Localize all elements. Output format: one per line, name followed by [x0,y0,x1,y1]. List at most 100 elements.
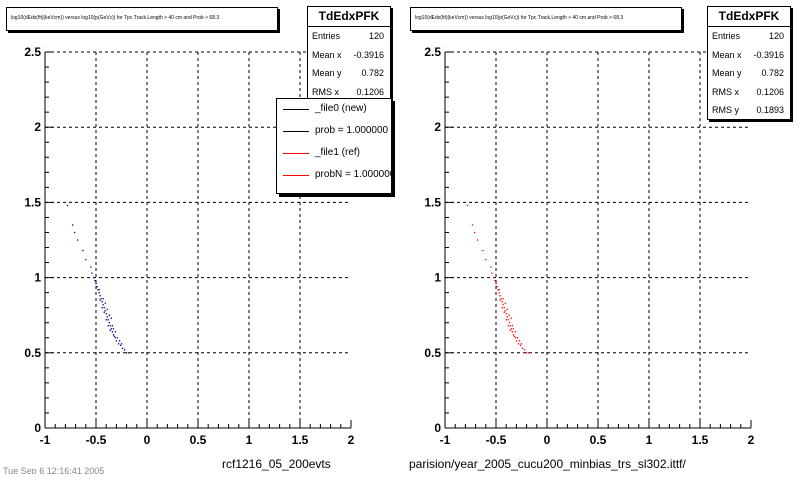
left-scatter-point [105,319,107,321]
right-scatter-point [485,258,487,261]
right-x-tick-label: 1 [646,433,653,447]
left-stats-row-entries: Entries 120 [308,27,390,46]
right-title-box: log10(dEdx(fit)(keVcm)) versus log10(p(G… [410,7,682,31]
stats-label: Entries [712,31,741,41]
left-stats-row-rms-x: RMS x 0.1206 [308,83,390,102]
left-scatter-point [101,301,103,303]
stats-label: RMS y [712,105,739,115]
left-scatter-point [102,298,104,300]
left-scatter-point [126,352,128,354]
right-scatter-point [506,308,508,310]
stats-label: Mean y [712,68,742,78]
left-scatter-point [108,314,110,316]
right-scatter-point [519,344,522,346]
right-scatter-point [509,329,511,331]
right-scatter-point [511,325,514,327]
stats-label: RMS x [712,86,739,97]
stats-value: 0.782 [361,68,384,78]
right-stats-box: TdEdxPFK Entries 120 Mean x -0.3916 Mean… [707,6,791,120]
stats-value: 0.782 [761,68,784,78]
stats-label: Mean y [312,68,342,78]
right-scatter-point [498,289,500,291]
left-y-tick-label: 2.5 [24,45,41,59]
left-scatter-point [108,322,110,324]
legend-label: probN = 1.000000 [315,169,392,180]
right-scatter-point [515,340,518,342]
right-scatter-point [512,328,515,330]
left-scatter-point [118,340,121,342]
right-y-tick-label: 1.5 [424,195,441,209]
right-scatter-point [495,283,497,285]
left-scatter-point [93,277,95,279]
stats-value: 0.1893 [756,105,784,115]
right-scatter-point [500,298,502,300]
left-scatter-point [77,239,79,241]
right-scatter-point [528,352,530,354]
right-scatter-point [490,266,492,268]
left-scatter-point [82,249,84,252]
right-scatter-point [516,337,519,339]
stats-value: -0.3916 [353,49,384,60]
left-scatter-point [95,283,97,285]
left-y-tick-label: 0 [34,421,41,435]
right-scatter-point [507,319,509,321]
right-scatter-point [521,347,524,349]
right-y-tick-label: 0.5 [424,346,441,360]
left-scatter-point [91,272,93,274]
right-scatter-point [504,302,506,304]
left-scatter-point [103,307,105,309]
legend-label: _file1 (ref) [315,147,361,158]
stats-label: Mean x [312,49,342,60]
left-scatter-point [106,308,108,310]
right-scatter-point [508,322,510,324]
right-scatter-point [509,325,511,327]
date-stamp: Tue Sep 6 12:16:41 2005 [3,466,105,474]
left-title-box: log10(dEdx(fit)(keVcm)) versus log10(p(G… [6,7,278,31]
left-scatter-point [107,319,109,321]
left-scatter-point [113,335,116,337]
stats-value: 120 [368,31,384,41]
left-footer-label: rcf1216_05_200evts [222,457,331,471]
right-scatter-point [477,239,479,241]
right-scatter-point [502,304,504,306]
right-scatter-point [491,272,493,274]
left-scatter-point [94,280,96,282]
left-scatter-point [123,349,126,351]
right-y-tick-label: 1 [434,271,441,285]
right-y-tick-label: 2 [434,120,441,134]
right-stats-row-mean-y: Mean y 0.782 [708,64,790,83]
stats-label: Mean x [712,49,742,60]
left-scatter-point [107,325,109,327]
left-scatter-point [117,343,120,345]
right-scatter-point [513,335,516,337]
right-scatter-point [497,289,499,291]
right-stats-row-rms-y: RMS y 0.1893 [708,101,790,120]
legend-entry-probn: probN = 1.000000 [277,165,391,187]
left-legend: _file0 (new) prob = 1.000000 _file1 (ref… [276,98,392,194]
stats-value: 0.1206 [356,86,384,97]
right-scatter-point [512,334,515,336]
right-scatter-point [508,314,510,316]
left-scatter-point [112,328,115,330]
right-scatter-point [523,349,526,351]
left-scatter-point [111,325,114,327]
left-scatter-point [114,331,117,333]
right-scatter-point [514,331,517,333]
left-scatter-point [96,286,98,288]
left-scatter-point [99,295,101,297]
left-scatter-point [104,310,106,312]
right-scatter-point [511,331,514,333]
left-scatter-point [128,352,130,354]
left-x-tick-label: -1 [40,433,51,447]
right-stats-row-entries: Entries 120 [708,27,790,46]
right-scatter-point [501,301,503,303]
left-scatter-point [115,340,118,342]
right-scatter-point [502,298,504,300]
left-scatter-point [109,325,111,327]
left-scatter-point [99,299,101,301]
left-x-tick-label: 0.5 [190,433,207,447]
left-plot-title: log10(dEdx(fit)(keVcm)) versus log10(p(G… [11,15,220,21]
right-scatter-point [518,340,521,342]
